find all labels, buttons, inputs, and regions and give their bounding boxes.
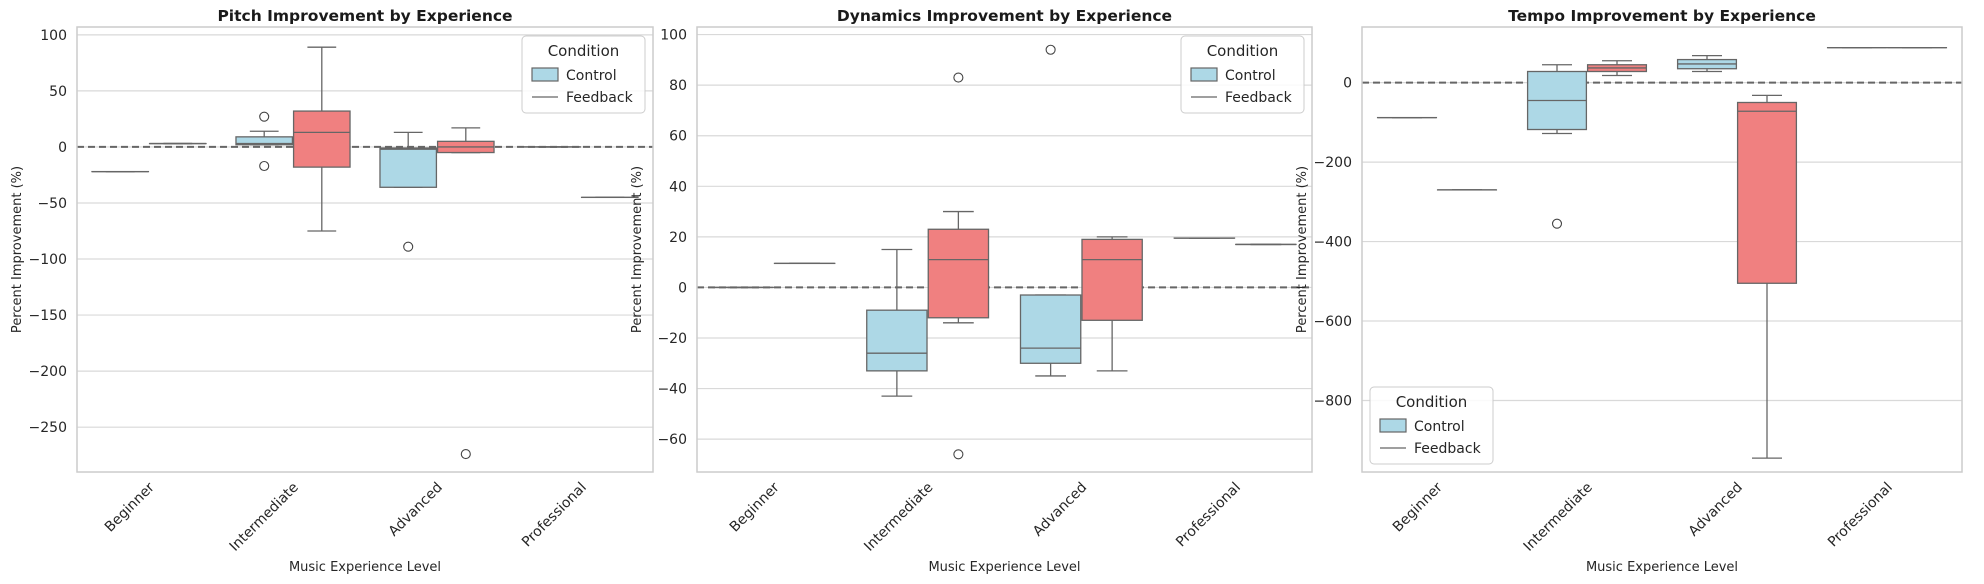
legend-title: Condition <box>1207 42 1279 60</box>
box-iqr <box>379 147 438 188</box>
box-control-intermediate <box>1526 64 1588 229</box>
y-tick-label: −60 <box>657 432 687 448</box>
y-tick-label: −200 <box>29 364 67 380</box>
outlier-point <box>953 449 964 460</box>
y-tick-label: 40 <box>669 179 687 195</box>
x-tick-label: Professional <box>1173 480 1244 551</box>
box-iqr <box>1019 294 1082 364</box>
legend-box <box>1369 386 1494 465</box>
y-axis-label: Percent Improvement (%) <box>630 166 645 333</box>
y-tick-label: −200 <box>1314 155 1352 171</box>
legend-box <box>521 35 646 114</box>
box-feedback-advanced <box>1081 236 1143 372</box>
y-tick-label: 20 <box>669 230 687 246</box>
legend: Condition Control Feedback <box>521 35 646 114</box>
chart-panel-1: 100 50 0 −50 −100 −150 −200 −250 Beginner Interme… <box>10 7 654 575</box>
y-tick-label: −150 <box>29 308 67 324</box>
legend-label-control: Control <box>1414 419 1465 435</box>
x-tick-label: Beginner <box>1390 479 1446 535</box>
box-control-intermediate <box>235 111 294 172</box>
plot-frame <box>696 26 1313 473</box>
x-tick-label: Intermediate <box>861 480 936 555</box>
outlier-point <box>403 241 414 252</box>
box-control-intermediate <box>866 248 928 397</box>
outlier-point <box>953 72 964 83</box>
y-tick-label: 0 <box>58 140 67 156</box>
box-feedback-intermediate <box>927 72 990 460</box>
legend-title: Condition <box>548 42 620 60</box>
y-tick-label: −100 <box>29 252 67 268</box>
legend-label-feedback: Feedback <box>1225 90 1293 106</box>
box-control-advanced <box>379 131 438 252</box>
x-tick-label: Professional <box>1825 480 1896 551</box>
y-tick-label: 50 <box>49 84 67 100</box>
box-control-advanced <box>1676 54 1738 73</box>
box-feedback-advanced <box>1736 94 1798 459</box>
y-tick-label: 0 <box>678 280 687 296</box>
y-tick-label: 0 <box>1343 76 1352 92</box>
outlier-point <box>460 449 471 460</box>
y-tick-label: −50 <box>37 196 67 212</box>
box-iqr <box>927 228 990 319</box>
box-feedback-intermediate <box>1586 60 1648 77</box>
legend-label-feedback: Feedback <box>1414 441 1482 457</box>
legend-box <box>1180 35 1305 114</box>
box-feedback-advanced <box>436 127 495 460</box>
x-tick-label: Advanced <box>386 480 446 540</box>
box-iqr <box>1736 101 1798 284</box>
y-tick-label: 80 <box>669 78 687 94</box>
legend: Condition Control Feedback <box>1180 35 1305 114</box>
x-tick-label: Intermediate <box>1521 480 1596 555</box>
plot-frame <box>1361 26 1963 473</box>
chart-panel-3: 0 −200 −400 −600 −800 Beginner Intermediate Adv… <box>1295 7 1963 575</box>
y-axis-label: Percent Improvement (%) <box>10 166 25 333</box>
chart-title: Dynamics Improvement by Experience <box>837 7 1172 25</box>
legend-swatch-control <box>1379 418 1407 433</box>
legend-swatch-control <box>531 67 559 82</box>
y-tick-label: 60 <box>669 129 687 145</box>
box-iqr <box>235 136 294 146</box>
legend-label-feedback: Feedback <box>566 90 634 106</box>
x-tick-label: Advanced <box>1030 480 1090 540</box>
y-tick-label: 100 <box>40 28 67 44</box>
y-axis-label: Percent Improvement (%) <box>1295 166 1310 333</box>
chart-panel-2: 100 80 60 40 20 0 −20 −40 −60 Beginner Intermediat… <box>630 7 1313 575</box>
y-tick-label: 100 <box>660 28 687 44</box>
outlier-point <box>1551 218 1563 229</box>
legend-title: Condition <box>1396 393 1468 411</box>
box-iqr <box>1081 238 1143 321</box>
outlier-point <box>259 160 270 172</box>
legend-swatch-control <box>1190 67 1218 82</box>
x-tick-label: Professional <box>519 480 590 551</box>
y-tick-label: −800 <box>1314 393 1352 409</box>
y-tick-label: −600 <box>1314 314 1352 330</box>
legend-label-control: Control <box>566 68 617 84</box>
x-axis-label: Music Experience Level <box>1586 560 1738 575</box>
y-tick-label: −400 <box>1314 235 1352 251</box>
chart-title: Pitch Improvement by Experience <box>217 7 512 25</box>
chart-title: Tempo Improvement by Experience <box>1508 7 1816 25</box>
legend-label-control: Control <box>1225 68 1276 84</box>
y-tick-label: −20 <box>657 331 687 347</box>
y-tick-label: −250 <box>29 420 67 436</box>
outlier-point <box>1045 44 1056 55</box>
box-control-advanced <box>1019 44 1082 377</box>
box-iqr <box>866 309 928 372</box>
y-tick-label: −40 <box>657 382 687 398</box>
box-iqr <box>292 110 351 168</box>
plot-frame <box>76 26 654 473</box>
outlier-point <box>259 111 270 122</box>
x-tick-label: Beginner <box>102 479 158 535</box>
x-tick-label: Beginner <box>727 479 783 535</box>
box-feedback-intermediate <box>292 46 351 232</box>
x-tick-label: Advanced <box>1686 480 1746 540</box>
legend: Condition Control Feedback <box>1369 386 1494 465</box>
x-axis-label: Music Experience Level <box>928 560 1080 575</box>
x-axis-label: Music Experience Level <box>289 560 441 575</box>
x-tick-label: Intermediate <box>227 480 302 555</box>
